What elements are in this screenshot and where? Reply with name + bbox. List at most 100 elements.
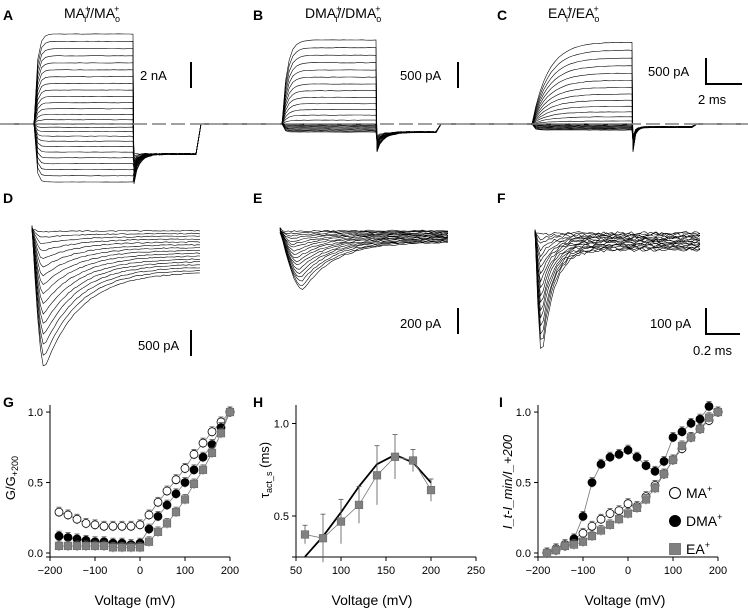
y-tick-label: 0.5	[28, 478, 43, 490]
legend-marker-ma	[670, 488, 681, 499]
data-point-ea	[570, 541, 578, 549]
x-tick-label: −200	[526, 565, 551, 577]
data-point-ea	[127, 544, 135, 552]
xlabel-g: Voltage (mV)	[95, 592, 176, 608]
legend-marker-dma	[670, 516, 681, 527]
data-point-ea	[208, 449, 216, 457]
data-point-dma	[588, 479, 596, 487]
scale-bar-c	[706, 58, 742, 84]
data-point-dma	[199, 453, 207, 461]
scale-label-c: 500 pA	[648, 64, 690, 79]
data-point-ea	[714, 408, 722, 416]
data-point-ea	[391, 453, 399, 461]
panel-letter-d: D	[3, 190, 13, 206]
data-point-ea	[73, 542, 81, 550]
y-tick-label: 0.5	[274, 511, 289, 523]
x-tick-label: 100	[664, 565, 682, 577]
legend-marker-ea	[670, 544, 681, 555]
data-point-ea	[597, 527, 605, 535]
data-point-ea	[64, 542, 72, 550]
panel-letter-h: H	[253, 394, 263, 410]
data-point-ma	[91, 521, 99, 529]
x-tick-label: 200	[221, 565, 239, 577]
x-tick-label: −100	[83, 565, 108, 577]
data-point-ea	[199, 466, 207, 474]
data-point-ea	[337, 518, 345, 526]
x-tick-label: 250	[467, 565, 485, 577]
panel-letter-c: C	[497, 7, 507, 23]
data-point-ea	[543, 549, 551, 557]
data-point-ea	[217, 429, 225, 437]
data-point-ea	[615, 515, 623, 523]
panel-letter-i: I	[499, 394, 503, 410]
data-point-ea	[163, 520, 171, 528]
data-point-ma	[73, 515, 81, 523]
ylabel-g: G/G+200	[3, 456, 20, 500]
data-point-ea	[579, 538, 587, 546]
data-point-ea	[409, 457, 417, 465]
panel-h: H 50 100 150 200 2500.51.0 τact_s (ms) Volta…	[253, 394, 485, 608]
series-line-ea	[547, 412, 718, 553]
data-point-ma	[82, 519, 90, 527]
data-point-dma	[154, 512, 162, 520]
data-point-ma	[588, 522, 596, 530]
series-line-ea	[305, 457, 431, 538]
data-point-ea	[118, 544, 126, 552]
data-point-ea	[355, 501, 363, 509]
data-point-ea	[552, 546, 560, 554]
current-traces-b	[240, 40, 492, 152]
panel-i: I −200 −100 0 100 2000.00.51.0 I_t-I_min/I_+…	[499, 394, 727, 608]
data-point-dma	[163, 501, 171, 509]
data-point-ma	[181, 464, 189, 472]
data-point-ea	[82, 542, 90, 550]
tail-trace-line	[32, 231, 200, 315]
trace-line	[492, 124, 748, 141]
data-point-ea	[606, 521, 614, 529]
data-point-ma	[127, 522, 135, 530]
data-point-ma	[579, 529, 587, 537]
data-point-ea	[642, 496, 650, 504]
legend: MA+ DMA+ EA+	[670, 484, 723, 557]
data-point-ea	[588, 532, 596, 540]
tail-trace-line	[32, 227, 200, 251]
data-point-ea	[561, 542, 569, 550]
data-point-dma	[678, 428, 686, 436]
data-point-ma	[624, 500, 632, 508]
data-point-dma	[633, 453, 641, 461]
tail-trace-line	[32, 229, 200, 294]
scale-label-e: 200 pA	[400, 316, 442, 331]
panel-d: D 500 pA	[3, 190, 200, 366]
data-point-ma	[136, 521, 144, 529]
y-tick-label: 1.0	[516, 407, 531, 419]
y-tick-label: 1.0	[274, 419, 289, 431]
legend-label-ea: EA+	[686, 540, 710, 557]
x-tick-label: 0	[137, 565, 143, 577]
data-point-dma	[145, 525, 153, 533]
ylabel-i: I_t-I_min/I_+200	[500, 434, 515, 529]
data-point-ma	[109, 522, 117, 530]
trace-line	[492, 80, 748, 147]
data-point-dma	[642, 462, 650, 470]
tail-trace-line	[32, 229, 200, 232]
series-line-ma	[547, 412, 718, 553]
panel-letter-g: G	[3, 394, 14, 410]
legend-label-dma: DMA+	[686, 512, 722, 529]
xlabel-h: Voltage (mV)	[332, 592, 413, 608]
data-point-ma	[55, 508, 63, 516]
data-point-ea	[687, 434, 695, 442]
data-point-ea	[660, 470, 668, 478]
data-point-ea	[55, 542, 63, 550]
tail-trace-line	[32, 227, 200, 237]
data-point-ma	[163, 487, 171, 495]
x-tick-label: 0	[625, 565, 631, 577]
y-tick-label: 1.0	[28, 407, 43, 419]
panel-b-title: DMA+ i//DMAo+	[305, 4, 381, 24]
ylabel-h: τact_s (ms)	[257, 442, 274, 498]
x-tick-label: 100	[176, 565, 194, 577]
current-traces-a	[0, 34, 240, 184]
trace-line	[0, 56, 240, 179]
panel-c-title: EA+ i//EAo+	[548, 4, 599, 24]
data-point-ea	[91, 542, 99, 550]
x-tick-label: 50	[290, 565, 302, 577]
x-tick-label: 200	[709, 565, 727, 577]
